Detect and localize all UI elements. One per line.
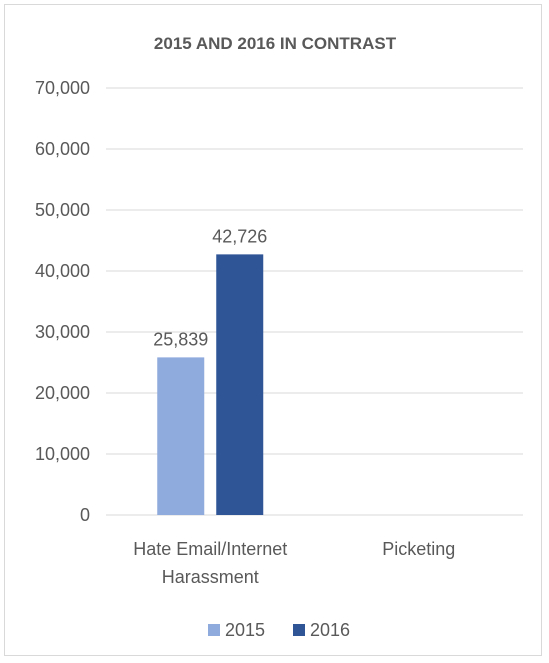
category-label: Hate Email/Internet <box>133 539 287 559</box>
legend-label-2015: 2015 <box>225 620 265 640</box>
y-tick-label: 50,000 <box>35 200 90 220</box>
y-tick-label: 40,000 <box>35 261 90 281</box>
y-tick-label: 20,000 <box>35 383 90 403</box>
bars <box>157 254 264 515</box>
chart-frame <box>4 4 542 656</box>
data-label: 42,726 <box>212 226 267 246</box>
legend-label-2016: 2016 <box>310 620 350 640</box>
legend: 2015 2016 <box>208 620 350 640</box>
data-labels: 25,839 42,726 <box>153 226 267 349</box>
y-tick-label: 60,000 <box>35 139 90 159</box>
y-tick-label: 30,000 <box>35 322 90 342</box>
category-label: Harassment <box>162 567 259 587</box>
bar-2016 <box>216 254 264 515</box>
data-label: 25,839 <box>153 329 208 349</box>
legend-swatch-2016 <box>293 624 305 636</box>
y-tick-label: 10,000 <box>35 444 90 464</box>
legend-swatch-2015 <box>208 624 220 636</box>
category-labels: Hate Email/Internet Harassment Picketing <box>133 539 455 587</box>
y-tick-label: 0 <box>80 505 90 525</box>
category-label: Picketing <box>382 539 455 559</box>
bar-2015 <box>157 357 205 515</box>
y-tick-label: 70,000 <box>35 78 90 98</box>
y-axis-ticks: 0 10,000 20,000 30,000 40,000 50,000 60,000 70,… <box>35 78 90 525</box>
chart-title: 2015 AND 2016 IN CONTRAST <box>154 34 397 53</box>
